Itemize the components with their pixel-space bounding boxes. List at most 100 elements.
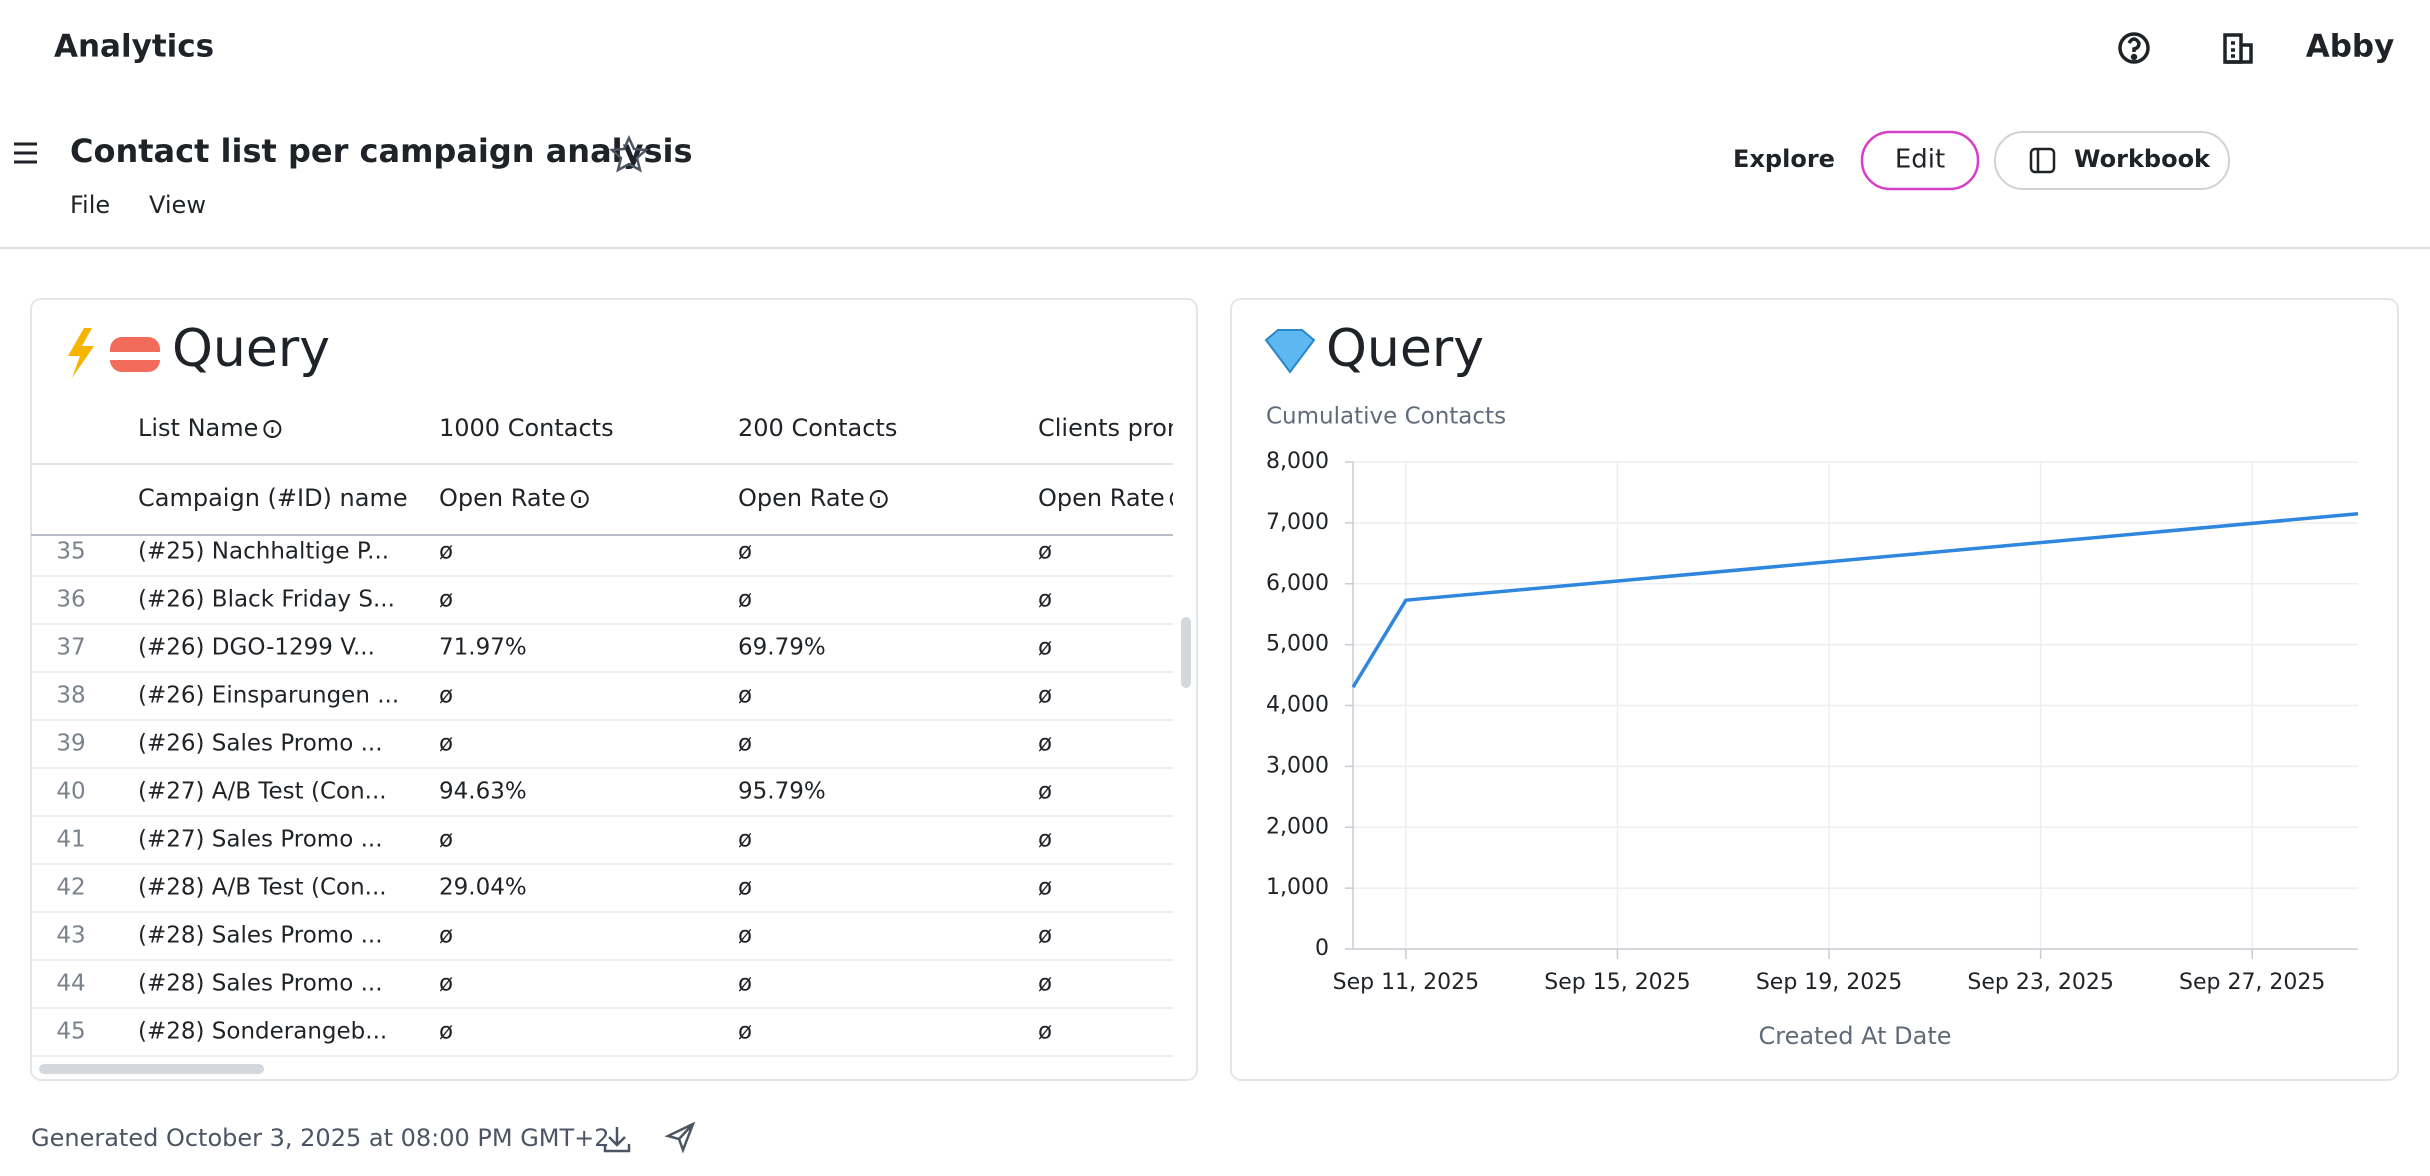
x-tick-label: Sep 27, 2025 [2179,970,2325,995]
cell: ø [738,539,752,565]
row-number: 37 [56,635,85,661]
workbook-button[interactable] [1994,131,2230,190]
cell: 94.63% [439,779,527,805]
x-tick-label: Sep 11, 2025 [1333,970,1479,995]
x-tick-label: Sep 15, 2025 [1544,970,1690,995]
cell: ø [439,539,453,565]
favorite-star[interactable] [608,134,650,173]
row-number: 41 [56,827,85,853]
cell: ø [738,731,752,757]
cell: ø [1038,779,1052,805]
cell: ø [1038,923,1052,949]
menu-item[interactable]: View [149,191,206,219]
explore-button[interactable]: Explore [1733,145,1835,173]
cell: (#28) Sales Promo ... [138,971,383,997]
cell: ø [738,923,752,949]
cell: (#26) Black Friday S... [138,587,395,613]
cell: ø [439,587,453,613]
y-tick-label: 1,000 [1266,875,1329,900]
org-icon[interactable] [2223,33,2253,64]
info-icon [263,420,282,438]
x-tick-label: Sep 23, 2025 [1967,970,2113,995]
cell: 29.04% [439,875,527,901]
y-tick-label: 4,000 [1266,693,1329,718]
user-name[interactable]: Abby [2306,29,2395,65]
row-number: 39 [56,731,85,757]
column-header: Open Rate [1038,484,1165,512]
help-icon[interactable] [2118,32,2150,64]
workbook-icon [2029,147,2056,174]
edit-label[interactable]: Edit [1895,145,1945,175]
y-tick-label: 3,000 [1266,753,1329,778]
cell: (#28) Sales Promo ... [138,923,383,949]
send-icon[interactable] [664,1121,696,1154]
cell: ø [1038,635,1052,661]
row-number: 44 [56,971,85,997]
generated-note: Generated October 3, 2025 at 08:00 PM GM… [31,1124,610,1152]
y-tick-label: 7,000 [1266,510,1329,535]
cell: (#28) A/B Test (Con... [138,875,387,901]
cell: (#27) Sales Promo ... [138,827,383,853]
cell: ø [439,1019,453,1045]
cell: 69.79% [738,635,826,661]
cell: ø [439,971,453,997]
cell: ø [738,971,752,997]
cell: ø [1038,1019,1052,1045]
cell: ø [439,731,453,757]
y-tick-label: 6,000 [1266,571,1329,596]
cell: ø [738,683,752,709]
horizontal-scrollbar[interactable] [39,1064,264,1074]
y-tick-label: 8,000 [1266,449,1329,474]
table: List Name 1000 Contacts 200 Contacts Client… [31,414,1190,1057]
cell: (#25) Nachhaltige P... [138,539,389,565]
column-header: Open Rate [439,484,566,512]
cell: (#27) A/B Test (Con... [138,779,387,805]
emoji-icon [68,328,160,378]
cell: ø [1038,875,1052,901]
cell: 71.97% [439,635,527,661]
cell: ø [1038,539,1052,565]
row-number: 35 [56,539,85,565]
cell: ø [1038,587,1052,613]
edit-button[interactable] [1860,130,1980,191]
menu-icon[interactable] [14,142,37,164]
row-number: 45 [56,1019,85,1045]
row-number: 43 [56,923,85,949]
cell: (#26) Sales Promo ... [138,731,383,757]
cell: (#26) Einsparungen ... [138,683,399,709]
info-icon [1169,492,1173,506]
cell: ø [1038,683,1052,709]
cell: ø [738,1019,752,1045]
menu-item[interactable]: File [70,191,110,219]
column-header: Clients prom [1038,414,1190,442]
cell: (#26) DGO-1299 V... [138,635,375,661]
info-icon [869,490,888,508]
cell: ø [1038,827,1052,853]
cell: ø [1038,971,1052,997]
app-title: Analytics [54,29,214,65]
workbook-label[interactable]: Workbook [2074,145,2211,173]
column-header: List Name [138,414,258,442]
row-number: 42 [56,875,85,901]
cell: ø [738,587,752,613]
cell: (#28) Sonderangeb... [138,1019,387,1045]
cell: 95.79% [738,779,826,805]
panel-title: Query [1326,319,1484,379]
row-number: 38 [56,683,85,709]
cell: ø [1038,731,1052,757]
column-header: 1000 Contacts [439,414,614,442]
column-header: Campaign (#ID) name [138,484,408,512]
vertical-scrollbar[interactable] [1181,617,1191,688]
cell: ø [439,827,453,853]
x-axis-label: Created At Date [1758,1022,1951,1050]
download-icon[interactable] [603,1127,631,1153]
y-tick-label: 5,000 [1266,632,1329,657]
y-axis-label: Cumulative Contacts [1266,404,1506,430]
panel-title: Query [172,319,330,379]
row-number: 40 [56,779,85,805]
column-header: 200 Contacts [738,414,897,442]
data-line [1351,512,2359,689]
emoji-icon [1264,329,1316,374]
